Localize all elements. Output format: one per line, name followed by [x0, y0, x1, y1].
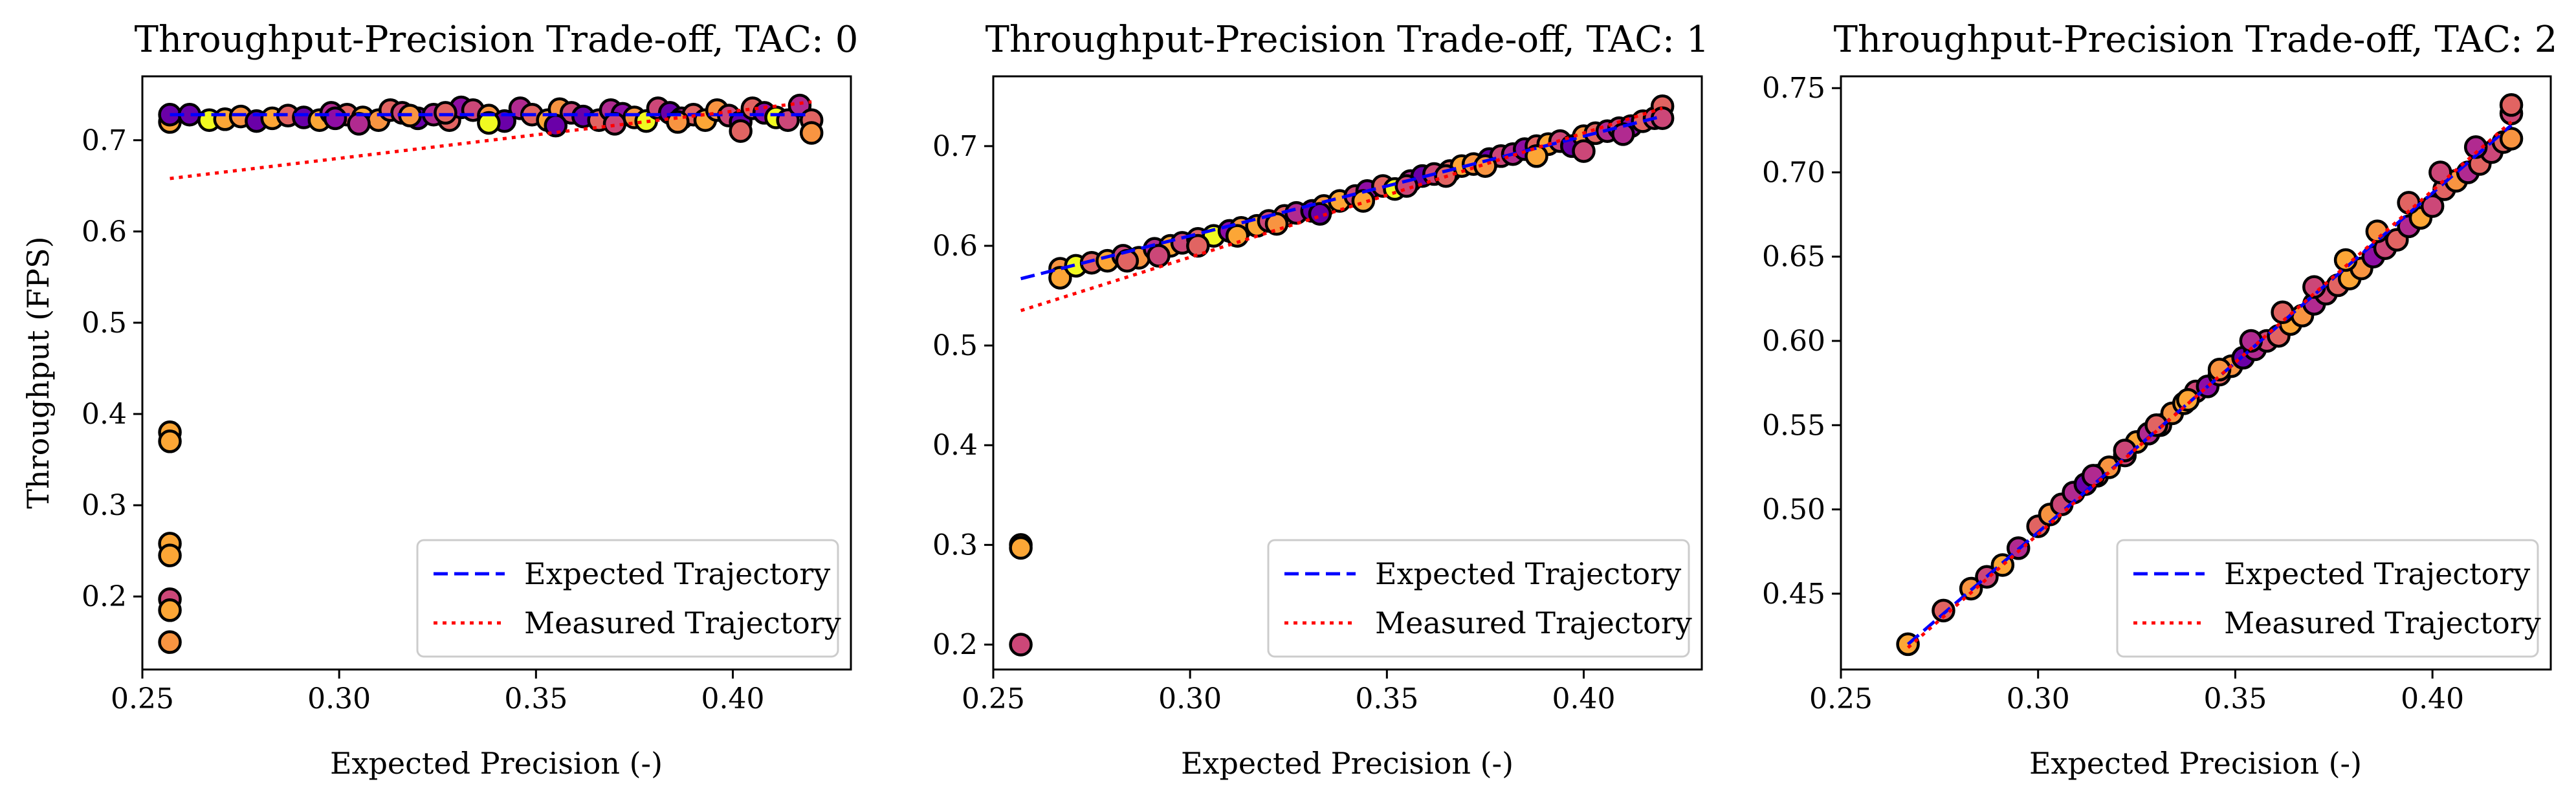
scatter-point [158, 630, 182, 654]
axes-frame [1840, 75, 2552, 671]
legend-label: Measured Trajectory [524, 605, 841, 640]
scatter-point [729, 119, 753, 143]
y-tick-label: 0.3 [82, 489, 127, 522]
y-tick-label: 0.6 [82, 215, 127, 248]
measured-trajectory-line [1020, 106, 1663, 312]
legend [1267, 539, 1690, 658]
scatter-point [2397, 191, 2421, 215]
x-axis-label: Expected Precision (-) [1181, 746, 1514, 781]
x-tick-label: 0.40 [701, 682, 765, 715]
x-tick-label: 0.25 [111, 682, 174, 715]
scatter-point [158, 430, 182, 453]
legend-label: Expected Trajectory [1375, 556, 1681, 591]
y-tick-label: 0.5 [82, 307, 127, 340]
scatter-point [2207, 358, 2232, 382]
scatter-point [323, 106, 347, 131]
x-tick-label: 0.30 [1158, 682, 1222, 715]
legend-label: Expected Trajectory [2224, 556, 2530, 591]
y-tick-label: 0.2 [932, 628, 978, 661]
chart-title: Throughput-Precision Trade-off, TAC: 1 [985, 19, 1710, 61]
y-tick-label: 0.2 [82, 580, 127, 613]
legend-label: Expected Trajectory [524, 556, 830, 591]
scatter-point [1308, 202, 1332, 226]
y-axis-label: Throughput (FPS) [21, 236, 56, 508]
y-tick-label: 0.3 [932, 528, 978, 561]
scatter-point [1186, 234, 1210, 258]
y-tick-label: 0.4 [932, 429, 978, 462]
x-tick-label: 0.30 [2007, 682, 2070, 715]
scatter-point [2499, 127, 2524, 151]
measured-trajectory-line [1906, 120, 2513, 649]
x-tick-label: 0.25 [1809, 682, 1873, 715]
x-axis-label: Expected Precision (-) [2029, 746, 2362, 781]
y-tick-label: 0.5 [932, 329, 978, 362]
scatter-point [1572, 139, 1596, 163]
scatter-point [2420, 194, 2445, 218]
scatter-point [1147, 244, 1171, 268]
x-tick-label: 0.30 [307, 682, 371, 715]
scatter-point [2499, 93, 2524, 117]
scatter-point [2144, 413, 2168, 437]
y-tick-label: 0.6 [932, 230, 978, 263]
axes-frame [141, 75, 852, 671]
y-tick-label: 0.70 [1762, 156, 1825, 189]
scatter-point [2271, 300, 2295, 324]
legend-label: Measured Trajectory [1375, 605, 1692, 640]
scatter-point [1009, 536, 1033, 560]
scatter-point [1115, 248, 1139, 273]
x-tick-label: 0.35 [504, 682, 567, 715]
scatter-point [799, 121, 824, 145]
scatter-point [2176, 387, 2200, 412]
scatter-point [347, 112, 371, 136]
legend [416, 539, 839, 658]
scatter-point [477, 111, 501, 135]
scatter-point [1351, 189, 1376, 213]
scatter-point [1932, 598, 1955, 623]
scatter-point [2081, 464, 2106, 488]
scatter-point [158, 598, 182, 622]
y-tick-label: 0.65 [1762, 241, 1825, 274]
chart-title: Throughput-Precision Trade-off, TAC: 0 [135, 19, 859, 61]
scatter-point [1225, 224, 1249, 248]
scatter-point [158, 543, 182, 567]
x-axis-label: Expected Precision (-) [330, 746, 663, 781]
chart-title: Throughput-Precision Trade-off, TAC: 2 [1834, 19, 2558, 61]
x-tick-label: 0.25 [962, 682, 1025, 715]
y-tick-label: 0.4 [82, 398, 127, 431]
expected-trajectory-line [1020, 114, 1663, 281]
scatter-point [1009, 633, 1033, 657]
scatter-point [1048, 266, 1072, 290]
y-tick-label: 0.60 [1762, 325, 1825, 358]
y-tick-label: 0.45 [1762, 578, 1825, 611]
x-tick-label: 0.35 [2203, 682, 2267, 715]
scatter-point [434, 101, 457, 125]
x-tick-label: 0.40 [1552, 682, 1616, 715]
y-tick-label: 0.75 [1762, 72, 1825, 105]
y-tick-label: 0.7 [82, 124, 127, 157]
legend-label: Measured Trajectory [2224, 605, 2541, 640]
subplot-tac-2: Throughput-Precision Trade-off, TAC: 2 E… [1762, 19, 2557, 781]
legend [2116, 539, 2539, 658]
scatter-point [2365, 219, 2390, 243]
scatter-point [1611, 122, 1635, 146]
subplot-tac-1: Throughput-Precision Trade-off, TAC: 1 E… [932, 19, 1709, 781]
x-tick-label: 0.40 [2401, 682, 2464, 715]
y-tick-label: 0.7 [932, 130, 978, 163]
y-tick-label: 0.55 [1762, 409, 1825, 442]
y-tick-label: 0.50 [1762, 494, 1825, 527]
axes-frame [992, 75, 1703, 671]
subplot-tac-0: Throughput-Precision Trade-off, TAC: 0 E… [21, 19, 858, 781]
x-tick-label: 0.35 [1355, 682, 1418, 715]
